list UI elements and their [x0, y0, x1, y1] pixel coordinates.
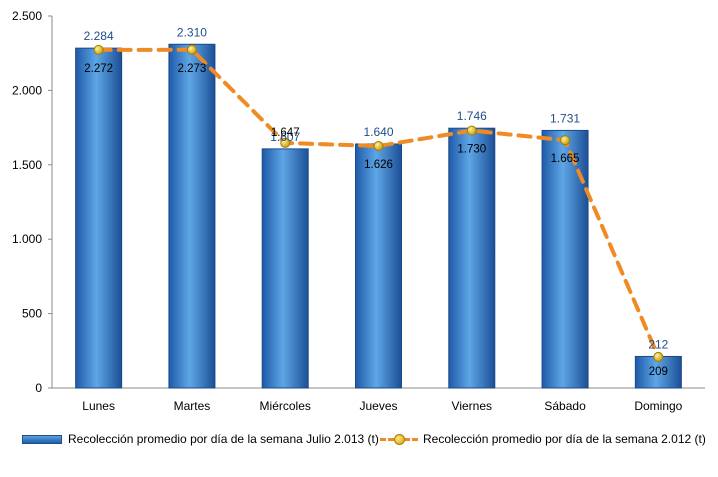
y-tick-label: 500	[22, 307, 42, 321]
legend-bar-swatch	[22, 434, 62, 444]
bar-value-label: 1.607	[270, 130, 300, 144]
bar-value-label: 1.746	[457, 109, 487, 123]
line-point	[466, 125, 477, 136]
line-point	[373, 141, 384, 152]
bar-value-label: 1.640	[363, 125, 393, 139]
x-tick-label: Lunes	[82, 399, 115, 413]
bar	[261, 148, 309, 389]
y-tick-label: 1.000	[12, 232, 42, 246]
line-point	[280, 137, 291, 148]
y-tick-label: 1.500	[12, 158, 42, 172]
legend-item-2013: Recolección promedio por día de la seman…	[22, 429, 379, 449]
bar	[75, 47, 123, 389]
line-value-label: 1.730	[457, 144, 486, 156]
line-value-label: 2.272	[84, 63, 113, 75]
axes: 0 500 1.000 1.500 2.000 2.500 Lunes Martes Miérc…	[12, 9, 705, 413]
bar	[448, 127, 496, 389]
line-value-label: 2.273	[178, 63, 207, 75]
x-tick-label: Sábado	[544, 399, 586, 413]
line-point	[560, 135, 571, 146]
legend-label-2013: Recolección promedio por día de la seman…	[68, 432, 379, 446]
line-point	[93, 44, 104, 55]
bar	[355, 143, 402, 389]
line-value-label: 209	[649, 366, 668, 378]
x-tick-label: Domingo	[634, 399, 682, 413]
x-tick-label: Miércoles	[260, 399, 311, 413]
legend-label-2012: Recolección promedio por día de la seman…	[423, 432, 706, 446]
y-tick-label: 0	[35, 381, 42, 395]
x-tick-label: Viernes	[452, 399, 492, 413]
legend-line-swatch	[380, 433, 418, 445]
bar-value-label: 212	[648, 337, 668, 351]
bar-value-label: 2.284	[84, 29, 114, 43]
data-labels: 2.284 2.310 1.607 1.640 1.746 1.731 212 2.272 2.…	[84, 25, 669, 378]
line-series	[93, 44, 664, 362]
x-tick-label: Jueves	[359, 399, 397, 413]
bar	[168, 43, 216, 389]
bar	[541, 129, 589, 389]
y-tick-label: 2.500	[12, 9, 42, 23]
legend: Recolección promedio por día de la seman…	[22, 429, 712, 449]
y-tick-label: 2.000	[12, 83, 42, 97]
line-value-label: 1.626	[364, 159, 393, 171]
line-value-label: 1.665	[551, 153, 580, 165]
x-tick-label: Martes	[174, 399, 211, 413]
bar-value-label: 2.310	[177, 25, 207, 39]
bar-series	[75, 43, 682, 389]
line-value-label: 1.647	[271, 127, 300, 139]
legend-item-2012: Recolección promedio por día de la seman…	[380, 429, 706, 449]
line-point	[653, 351, 664, 362]
line-point	[186, 44, 197, 55]
bar-value-label: 1.731	[550, 111, 580, 125]
